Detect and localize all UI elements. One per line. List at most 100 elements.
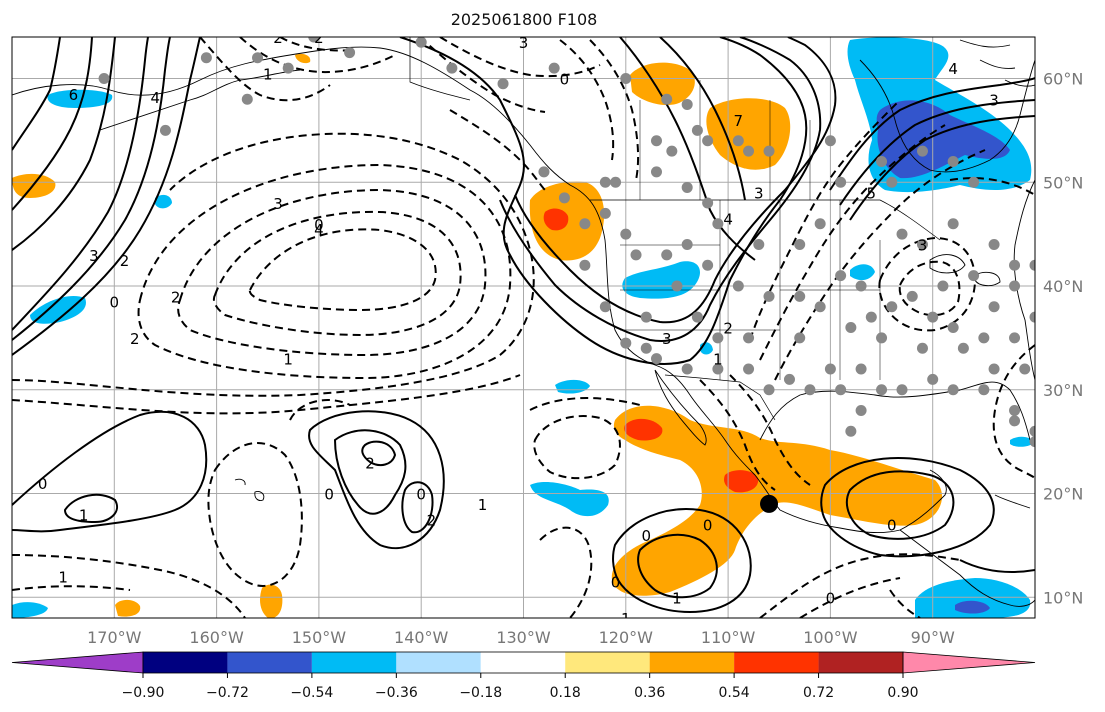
- station-marker: [896, 228, 908, 240]
- contour-label: 3: [519, 34, 529, 52]
- colorbar-tick-label: 0.72: [803, 685, 834, 701]
- provincial-lines: [639, 80, 811, 200]
- station-marker: [666, 145, 678, 157]
- station-marker: [927, 373, 939, 385]
- station-marker: [712, 363, 724, 375]
- colorbar-segment: [649, 652, 735, 673]
- contour-dashed-pac-1: [529, 397, 641, 411]
- contour-label: 1: [58, 569, 68, 587]
- contour-label: 3: [989, 91, 999, 109]
- contour-label: 7: [734, 112, 744, 130]
- station-marker: [1009, 332, 1021, 344]
- shade-negative-sw: [12, 602, 48, 618]
- station-marker: [558, 192, 570, 204]
- mexico-coast: [689, 394, 947, 534]
- contour-dashed-low-2: [212, 210, 462, 337]
- contour-solid-ridge-1: [619, 37, 756, 261]
- contour-label: 1: [283, 351, 293, 369]
- contour-dashed-east-trough-3: [774, 149, 986, 381]
- shade-negative-cam-core: [955, 600, 990, 614]
- shade-negative-pac5: [850, 264, 875, 281]
- lat-tick-label: 10°N: [1043, 588, 1083, 607]
- longitude-ticks: 170°W 160°W 150°W 140°W 130°W 120°W 110°W 100°W…: [87, 628, 955, 647]
- arctic-islands: [959, 39, 1035, 87]
- contour-solid-pnw-trough-2: [499, 37, 822, 342]
- canada-us-border: [590, 199, 941, 241]
- alaska-canada-border: [409, 37, 471, 101]
- station-marker: [620, 73, 632, 84]
- colorbar-segment: [396, 652, 481, 673]
- shade-negative-bering: [47, 89, 113, 108]
- station-marker: [1029, 259, 1035, 271]
- contour-label: 3: [89, 247, 99, 265]
- colorbar-tick-label: −0.72: [206, 685, 249, 701]
- contour-dashed-bc-2: [589, 39, 640, 181]
- contour-label: 1: [621, 610, 631, 628]
- contour-label: 6: [69, 86, 79, 104]
- station-marker: [855, 280, 867, 292]
- station-marker: [906, 290, 918, 302]
- contour-label: 3: [918, 237, 928, 255]
- contour-label: 0: [38, 475, 48, 493]
- colorbar-tick-label: 0.90: [887, 685, 918, 701]
- station-marker: [835, 176, 847, 188]
- contour-solid-nw-6: [12, 37, 61, 151]
- colorbar-tick-label: −0.36: [375, 685, 418, 701]
- contour-label: 0: [324, 486, 334, 504]
- station-marker: [446, 62, 458, 74]
- station-marker: [814, 301, 826, 313]
- contour-label: 1: [672, 589, 682, 607]
- contour-dashed-south-1: [539, 526, 593, 618]
- contour-dashed-east-outer-2: [992, 344, 1035, 479]
- station-marker: [763, 290, 775, 302]
- east-coast: [1013, 179, 1035, 381]
- station-marker: [610, 176, 622, 188]
- contour-dashed-east-trough-2: [759, 124, 946, 361]
- contour-label: 2: [314, 29, 324, 47]
- contour-solid-high-140: [308, 410, 445, 550]
- station-marker: [252, 52, 264, 64]
- contour-label: 2: [723, 320, 733, 338]
- station-marker: [927, 311, 939, 323]
- station-marker: [344, 47, 356, 59]
- lon-tick-label: 170°W: [87, 628, 142, 647]
- shade-positive-mexico-core: [724, 470, 759, 493]
- contour-dashed-low-3: [177, 188, 487, 357]
- contour-solid-sw-small: [63, 493, 118, 524]
- station-marker: [681, 239, 693, 250]
- contour-solid-high-140-in: [333, 429, 407, 515]
- station-marker: [763, 384, 775, 396]
- baja-california: [654, 369, 707, 446]
- station-marker: [937, 280, 949, 292]
- station-marker: [896, 384, 908, 396]
- contour-lines: [12, 37, 1035, 614]
- contour-solid-caribbean-2: [820, 457, 995, 558]
- station-marker: [732, 280, 744, 292]
- contour-label: 1: [79, 506, 89, 524]
- contour-dashed-low-6: [12, 374, 521, 415]
- station-marker: [712, 218, 724, 230]
- colorbar-segment: [734, 652, 819, 673]
- station-marker: [599, 176, 611, 188]
- contour-label: 0: [416, 486, 426, 504]
- station-marker: [855, 405, 867, 416]
- station-marker: [916, 239, 928, 250]
- station-marker: [824, 363, 836, 375]
- station-marker: [814, 218, 826, 230]
- shade-positive-pac1: [295, 53, 311, 64]
- station-marker: [783, 373, 795, 385]
- station-marker: [579, 259, 591, 271]
- station-marker: [650, 166, 662, 178]
- station-marker: [599, 301, 611, 313]
- station-marker: [743, 332, 755, 344]
- colorbar-tick-label: −0.90: [122, 685, 165, 701]
- station-marker: [538, 166, 550, 178]
- map-title: 2025061800 F108: [450, 10, 598, 29]
- alaska-inner: [99, 69, 301, 131]
- station-marker: [1029, 425, 1035, 437]
- colorbar-segment: [143, 652, 228, 673]
- contour-label: 5: [867, 185, 877, 203]
- station-marker: [640, 342, 652, 354]
- contour-label: 2: [171, 288, 181, 306]
